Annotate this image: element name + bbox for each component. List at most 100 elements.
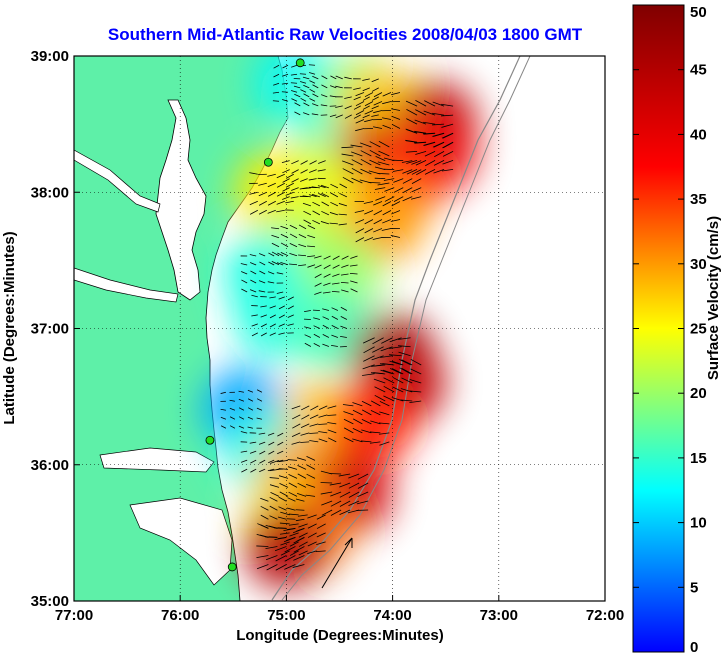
velocity-vector (433, 168, 445, 174)
velocity-vector (441, 123, 454, 128)
velocity-vector (269, 305, 276, 309)
velocity-vector (384, 187, 395, 192)
velocity-vector (306, 464, 316, 470)
velocity-vector (316, 514, 326, 520)
velocity-vector (308, 64, 316, 66)
velocity-vector (321, 500, 333, 506)
velocity-vector (259, 459, 266, 464)
potomac-river (74, 149, 161, 213)
colorbar-tick-label: 10 (690, 515, 707, 532)
velocity-vector (330, 75, 337, 80)
velocity-vector (355, 219, 365, 224)
velocity-vector (312, 219, 321, 225)
velocity-vector (327, 429, 337, 434)
velocity-vector (340, 273, 349, 276)
velocity-vector (240, 450, 248, 453)
plot-area (74, 56, 605, 601)
velocity-vector (307, 235, 316, 239)
velocity-vector (288, 513, 299, 516)
colorbar-tick-label: 15 (690, 450, 707, 467)
velocity-vector (300, 89, 307, 93)
velocity-vector (339, 482, 351, 488)
velocity-vector (300, 178, 308, 182)
x-tick-label: 73:00 (480, 607, 518, 624)
velocity-vector (309, 432, 319, 434)
velocity-vector (313, 343, 321, 347)
velocity-vector (398, 359, 411, 366)
velocity-vector (369, 141, 381, 148)
velocity-vector (331, 325, 339, 329)
velocity-vector (393, 178, 404, 183)
velocity-vector (276, 291, 284, 294)
velocity-vector (374, 386, 386, 393)
velocity-vector (382, 219, 392, 224)
velocity-vector (391, 201, 401, 207)
velocity-vector (391, 115, 401, 120)
velocity-vector (399, 367, 411, 375)
velocity-vector (372, 237, 383, 240)
velocity-vector (410, 368, 422, 375)
velocity-vector (291, 432, 301, 438)
velocity-vector (331, 315, 339, 320)
velocity-vector (314, 255, 322, 259)
velocity-vector (269, 484, 280, 488)
james-river (74, 267, 179, 303)
velocity-vector (281, 82, 289, 85)
velocity-vector (303, 219, 312, 225)
velocity-vector (411, 160, 422, 165)
velocity-vector (298, 532, 308, 538)
velocity-vector (276, 262, 284, 266)
velocity-vector (414, 119, 427, 125)
velocity-vector (383, 385, 395, 393)
velocity-vector (289, 224, 298, 230)
albemarle-sound (99, 447, 215, 473)
velocity-vector (291, 405, 301, 410)
velocity-vector (318, 423, 328, 425)
velocity-vector (300, 423, 310, 429)
velocity-vector (377, 172, 390, 175)
velocity-vector (375, 196, 386, 201)
velocity-vector (370, 400, 381, 407)
velocity-vector (415, 150, 427, 155)
velocity-vector (405, 140, 418, 143)
velocity-vector (307, 532, 317, 538)
velocity-vector (269, 496, 278, 502)
velocity-vector (318, 405, 328, 411)
velocity-vector (260, 314, 267, 318)
velocity-vector (410, 358, 422, 366)
velocity-vector (265, 555, 278, 561)
velocity-vector (335, 85, 343, 89)
x-tick-label: 74:00 (373, 607, 411, 624)
velocity-vector (343, 411, 354, 416)
velocity-vector (269, 332, 276, 336)
velocity-vector (265, 536, 278, 538)
velocity-vector (392, 376, 404, 384)
velocity-vector (341, 289, 349, 293)
velocity-vector (238, 407, 245, 411)
velocity-vector (257, 523, 269, 529)
velocity-vector (278, 468, 289, 470)
velocity-vector (340, 316, 348, 320)
velocity-vector (308, 178, 317, 181)
velocity-vector (406, 159, 418, 164)
velocity-vector (269, 323, 276, 328)
velocity-vector (360, 142, 372, 148)
velocity-vector (307, 541, 317, 547)
colorbar-tick-label: 50 (690, 4, 707, 21)
velocity-vector (289, 242, 298, 248)
velocity-vector (415, 160, 427, 166)
velocity-vector (276, 182, 285, 188)
velocity-vector (320, 221, 329, 225)
velocity-vector (274, 527, 287, 529)
velocity-vector (341, 153, 354, 157)
velocity-vector (309, 440, 319, 443)
velocity-vector (291, 187, 299, 191)
velocity-vector (364, 101, 374, 107)
velocity-vector (322, 334, 330, 338)
velocity-vector (330, 509, 342, 516)
velocity-vector (352, 428, 363, 434)
velocity-vector (443, 142, 454, 149)
velocity-vector (278, 459, 289, 463)
velocity-vector (258, 200, 267, 206)
velocity-vector (371, 87, 379, 92)
